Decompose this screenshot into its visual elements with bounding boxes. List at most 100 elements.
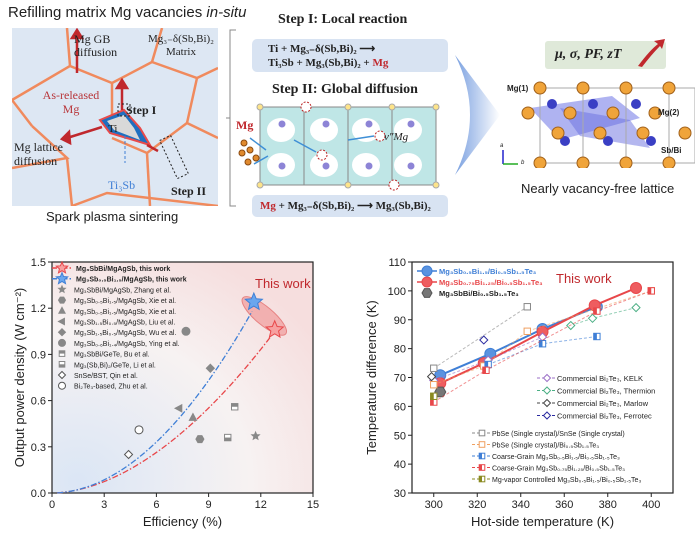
x-tick-label: 320 (468, 499, 486, 511)
step2-title: Step II: Global diffusion (272, 82, 418, 97)
series-line (433, 336, 543, 381)
series: Mg₃Sb₀.₅Bi₁.₅/MgAgSb, Xie et al. (58, 306, 198, 421)
marker-half (593, 333, 597, 340)
legend-marker (57, 317, 65, 326)
legend-label: Coarse-Grain Mg₃Sb₀.₇₅Bi₁.₂₅/Bi₀.₅Sb₁.₅T… (492, 466, 625, 473)
legend-label: Mg₃(Sb,Bi)₂/GeTe, Li et al. (74, 362, 156, 369)
marker-half (593, 307, 597, 315)
ti-label: Ti (108, 123, 118, 135)
data-point (523, 327, 531, 335)
legend-marker (478, 429, 486, 437)
legend-marker (542, 411, 552, 420)
right-panel-caption: Nearly vacancy-free lattice (521, 181, 675, 196)
mg-atoms-lattice (521, 81, 692, 168)
legend-label: Mg₃Sb₀.₅Bi₁.₅/MgAgSb, Xie et al. (74, 298, 176, 305)
legend-marker (57, 296, 67, 304)
sb-atoms (278, 120, 415, 170)
data-point (264, 319, 285, 339)
sbbi-label: Sb/Bi (661, 146, 682, 155)
y-tick-label: 60 (394, 401, 406, 413)
y-tick-label: 0.0 (31, 488, 46, 500)
step1-equation-line1: Ti + Mg₃₋δ(Sb,Bi)₂ ⟶ (268, 43, 376, 55)
step2-equation-text: + Mg₃₋δ(Sb,Bi)₂ ⟶ Mg₃(Sb,Bi)₂ (275, 200, 431, 212)
diffusion-lattice (238, 101, 440, 191)
series: Mg₃Sb₁.₅Bi₀.₅/MgAgSb, Liu et al. (57, 317, 183, 413)
marker-half (479, 476, 482, 482)
marker-half (430, 393, 434, 400)
data-point (593, 307, 601, 315)
step1-equation-line2: Ti₃Sb + Mg₃(Sb,Bi)₂ + Mg (268, 56, 448, 70)
series: Commercial Bi₂Te₃, Ferrotec (479, 335, 652, 421)
data-point (647, 287, 655, 295)
data-point (123, 449, 134, 460)
legend-marker (478, 452, 486, 460)
y-tick-label: 90 (394, 315, 406, 327)
marker-half (648, 287, 652, 295)
series: Bi₂Te₃-based, Zhu et al. (58, 381, 148, 435)
mg2-label: Mg(2) (658, 108, 680, 117)
series: Commercial Bi₂Te₃, KELK (429, 332, 643, 386)
series: Mg-vapor Controlled Mg₃Sb₀.₅Bi₁.₅/Bi₀.₅S… (430, 392, 641, 484)
series: Commercial Bi₂Te₃, Marlow (426, 371, 649, 408)
data-point (430, 392, 438, 400)
panel-title-italic: in-situ (206, 4, 247, 21)
series-line (570, 307, 637, 326)
series: Mg₃Sb₀.₆Bi₁.₄/MgAgSb, Ying et al. (58, 326, 191, 348)
data-point (188, 412, 198, 421)
grain-diagram (12, 28, 218, 206)
marker-frame (430, 381, 438, 389)
y-tick-label: 50 (394, 430, 406, 442)
x-tick-label: 340 (512, 499, 530, 511)
data-point (134, 425, 144, 435)
marker-half (479, 464, 482, 471)
marker-frame (523, 303, 531, 311)
legend-label: Commercial Bi₂Te₃, KELK (557, 374, 643, 383)
vacancy-label: v″Mg (384, 131, 409, 143)
data-point (482, 366, 490, 374)
axis-a-label: a (500, 143, 504, 149)
data-point (587, 313, 598, 324)
marker-frame (430, 364, 438, 372)
x-tick-label: 400 (642, 499, 660, 511)
diffusion-arrows (59, 28, 159, 153)
series: Mg₃Sb₁.₅Bi₀.₅/MgAgSb, Wu et al. (57, 327, 216, 373)
data-point (430, 364, 438, 372)
marker-frame (523, 327, 531, 335)
y-tick-label: 40 (394, 459, 406, 471)
legend-label: Bi₂Te₃-based, Zhu et al. (74, 384, 148, 391)
legend-marker (478, 441, 486, 448)
legend-marker (58, 306, 66, 314)
y-tick-label: 110 (388, 257, 406, 269)
step2-box (159, 134, 189, 180)
legend-label: SnSe/BST, Qin et al. (74, 373, 138, 380)
ti3sb-label: Ti₃Sb (108, 178, 136, 192)
x-tick-label: 380 (599, 499, 617, 511)
legend-label: Mg₃SbBi/MgAgSb, Zhang et al. (74, 287, 171, 294)
marker-half (231, 403, 238, 407)
x-tick-label: 6 (153, 499, 159, 511)
properties-label: μ, σ, PF, zT (555, 47, 622, 62)
sbbi-atoms (547, 99, 656, 146)
marker-half (224, 437, 231, 441)
legend-marker (57, 327, 67, 337)
legend-label: PbSe (Single crystal)/SnSe (Single cryst… (492, 431, 625, 438)
this-work-annotation: This work (255, 276, 311, 291)
series: Mg₃SbBi/MgAgSb, Zhang et al. (57, 284, 261, 441)
legend-marker (421, 276, 433, 288)
legend-marker (542, 386, 552, 395)
y-axis-label: Output power density (W cm⁻²) (12, 288, 27, 468)
process-arrow-icon (455, 55, 500, 175)
data-point (205, 363, 216, 373)
legend-label: Commercial Bi₂Te₃, Thermion (557, 387, 655, 396)
data-point (244, 291, 264, 311)
marker-half (482, 367, 486, 374)
temperature-difference-chart: 300 320 340 360 380 400 30 40 50 60 70 80 90 100 110 Ho… (364, 257, 674, 529)
x-tick-label: 3 (101, 499, 107, 511)
increase-arrow-icon (638, 39, 665, 67)
legend-label: Mg-vapor Controlled Mg₃Sb₀.₅Bi₁.₅/Bi₀.₅S… (492, 477, 641, 484)
marker-half (539, 340, 543, 347)
legend-marker (55, 260, 69, 274)
axis-b-label: b (521, 160, 525, 166)
mg-arrows (249, 135, 375, 165)
data-point (224, 433, 232, 442)
